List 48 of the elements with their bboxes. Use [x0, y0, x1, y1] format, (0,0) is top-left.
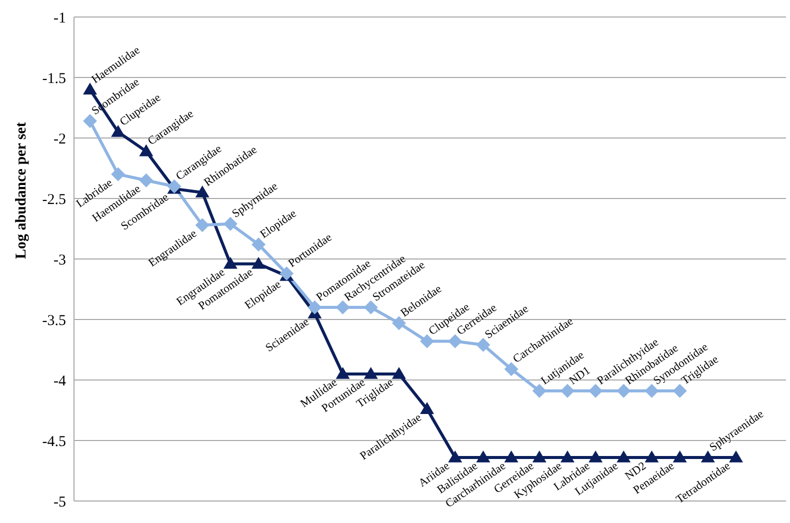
point	[364, 366, 378, 379]
point	[139, 144, 154, 156]
point	[336, 300, 350, 314]
point	[167, 179, 182, 194]
point	[504, 362, 518, 376]
point	[223, 216, 238, 231]
point	[616, 384, 631, 398]
point	[223, 256, 238, 269]
point	[420, 334, 434, 348]
point	[616, 450, 631, 462]
point	[392, 366, 406, 379]
point	[560, 450, 574, 462]
point	[504, 450, 518, 462]
y-tick-label: -3	[54, 252, 66, 268]
point	[252, 237, 266, 252]
point	[83, 114, 97, 128]
y-tick-label: -2.5	[42, 192, 66, 208]
point	[448, 450, 462, 462]
point	[700, 450, 715, 462]
point	[308, 300, 322, 314]
point	[560, 384, 574, 398]
point	[252, 256, 266, 269]
y-tick-label: -5	[54, 494, 66, 510]
y-tick-label: -3.5	[42, 312, 66, 329]
point	[532, 450, 546, 462]
point	[644, 450, 659, 462]
point	[588, 384, 603, 398]
y-tick-label: -2	[54, 131, 66, 148]
point	[195, 218, 210, 232]
point	[420, 402, 434, 414]
point	[476, 338, 490, 352]
y-tick-label: -1	[54, 10, 66, 26]
point	[111, 124, 126, 137]
point	[195, 185, 210, 198]
point	[392, 316, 406, 330]
point	[111, 167, 126, 182]
point	[672, 450, 687, 462]
point	[139, 173, 154, 188]
y-tick-label: -4	[54, 373, 66, 390]
point	[336, 366, 350, 379]
point	[729, 450, 743, 462]
point	[476, 450, 490, 462]
point	[532, 384, 546, 398]
y-tick-label: -4.5	[42, 434, 66, 450]
y-tick-label: -1.5	[42, 70, 66, 87]
y-axis-title: Log abudance per set	[13, 122, 30, 259]
point	[448, 334, 462, 348]
point	[588, 450, 603, 462]
